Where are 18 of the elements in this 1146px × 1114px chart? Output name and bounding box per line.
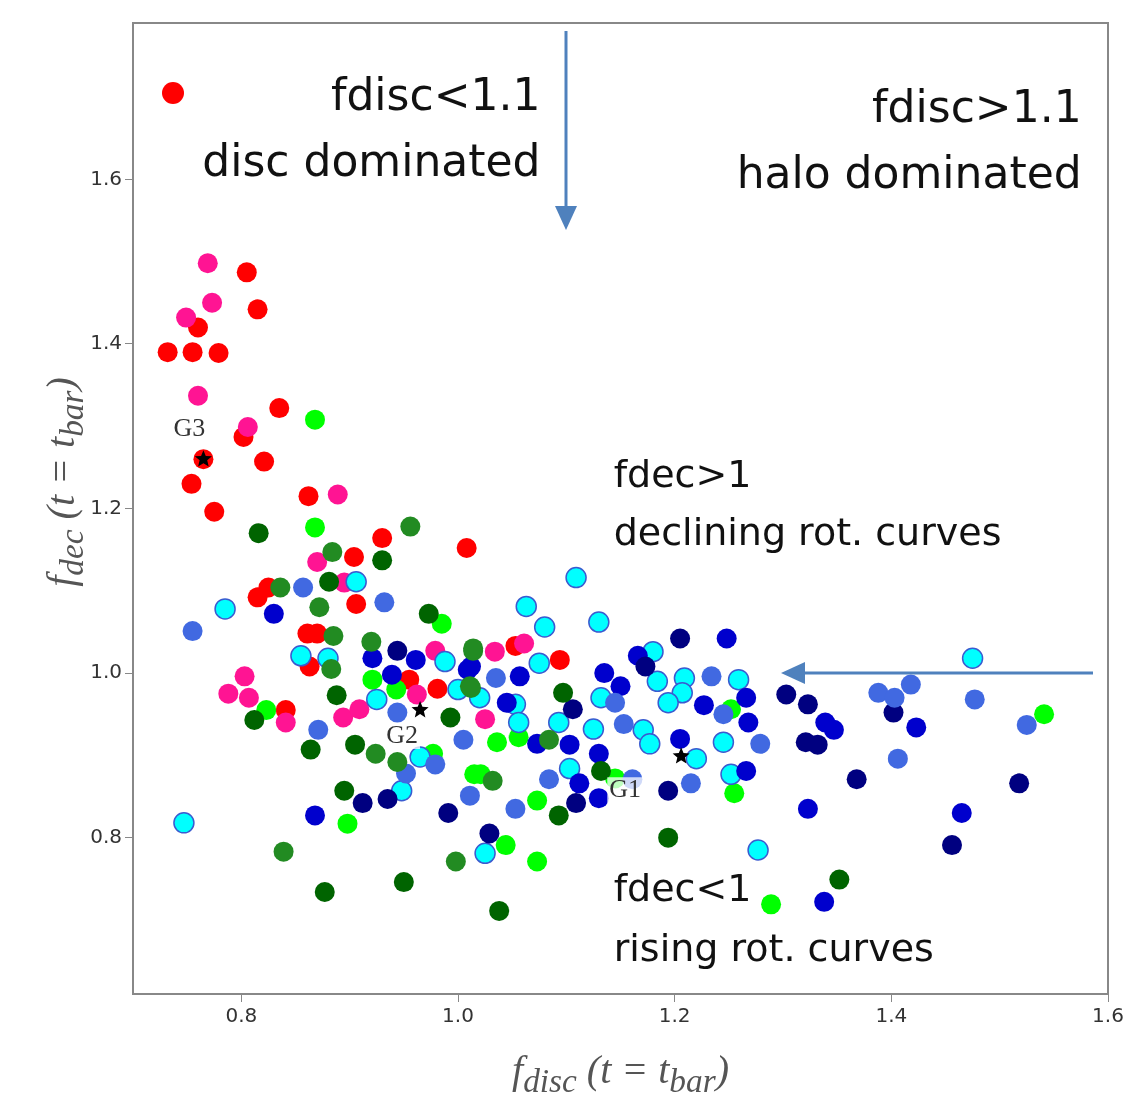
annotation: G2 [386,719,418,749]
x-tick-label: 1.0 [442,1003,474,1028]
annotation: fdisc>1.1 halo dominated [736,80,1082,198]
y-tick-label: 1.4 [90,330,122,355]
annotation: fdec>1 declining rot. curves [613,452,1002,555]
series-label: fdisc<1.1 disc dominated [202,67,541,188]
y-tick-label: 1.0 [90,659,122,684]
x-tick-label: 0.8 [225,1003,258,1028]
annotation: fdec<1 rising rot. curves [613,865,934,970]
x-tick-label: 1.2 [658,1003,691,1028]
x-tick-label: 1.6 [1092,1003,1124,1028]
y-tick-label: 0.8 [90,823,122,848]
x-axis-title: f$_{disc}$ (t = t$_{bar}$) [511,1046,730,1100]
annotation: G1 [609,774,642,804]
annotation: G3 [173,412,206,442]
x-tick-label: 1.4 [875,1003,908,1028]
y-tick-label: 1.6 [90,165,122,190]
y-tick-label: 1.2 [90,494,122,519]
